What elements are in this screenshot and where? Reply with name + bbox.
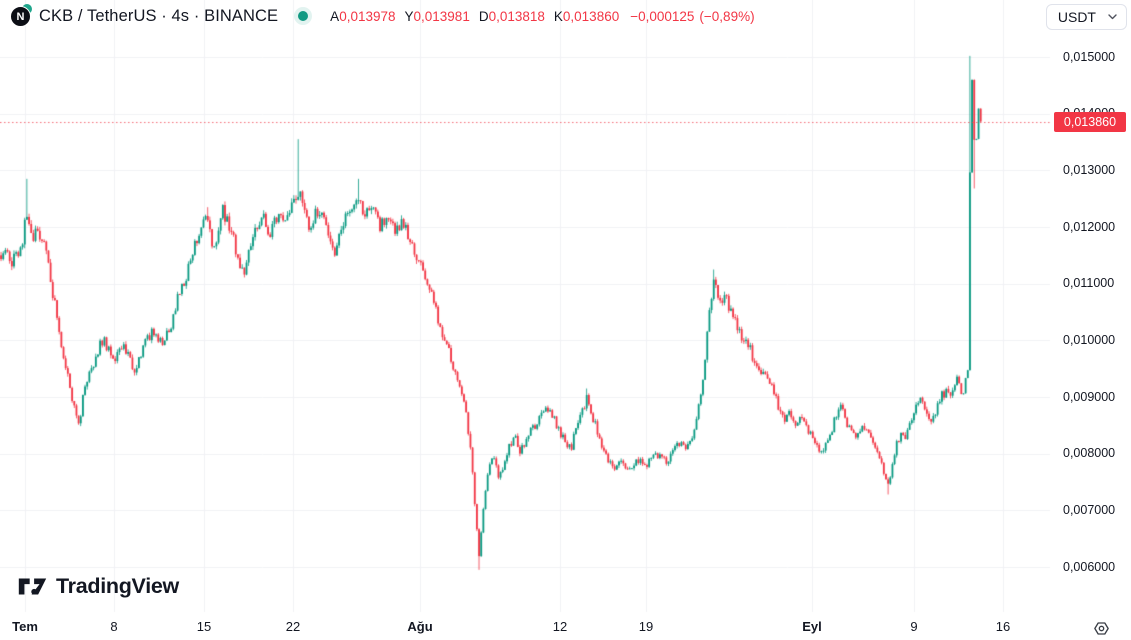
chart-legend: N CKB / TetherUS · 4s · BINANCE A 0,01397…	[10, 4, 755, 27]
time-tick-label: 9	[910, 619, 918, 634]
tradingview-logo[interactable]: TradingView	[18, 574, 179, 599]
open-value: A 0,013978	[330, 8, 396, 24]
currency-dropdown[interactable]: USDT	[1045, 4, 1127, 30]
time-tick-label: 22	[285, 619, 301, 634]
high-value: Y 0,013981	[404, 8, 470, 24]
price-change: −0,000125 (−0,89%)	[630, 8, 755, 24]
price-tick-label: 0,012000	[1063, 219, 1116, 234]
price-tick-label: 0,008000	[1063, 446, 1116, 461]
time-axis-settings-icon[interactable]	[1090, 617, 1112, 639]
time-tick-label: Ağu	[407, 619, 433, 634]
symbol-logo-icon: N	[10, 4, 32, 27]
price-scale[interactable]: 0,013860 0,0150000,0140000,0130000,01200…	[1050, 0, 1131, 612]
time-tick-label: 19	[638, 619, 654, 634]
price-tick-label: 0,007000	[1063, 502, 1116, 517]
price-tick-label: 0,009000	[1063, 389, 1116, 404]
time-tick-label: Eyl	[802, 619, 822, 634]
low-value: D 0,013818	[478, 8, 545, 24]
ohlc-values: A 0,013978 Y 0,013981 D 0,013818 K 0,013860	[330, 9, 628, 24]
current-price-label: 0,013860	[1054, 111, 1126, 132]
time-scale[interactable]: Tem 8 15 22 Ağu 12 19 Eyl 9 16	[0, 612, 1050, 640]
price-tick-label: 0,015000	[1063, 49, 1116, 64]
symbol-title[interactable]: CKB / TetherUS · 4s · BINANCE	[39, 6, 279, 25]
time-tick-label: 15	[196, 619, 212, 634]
price-tick-label: 0,013000	[1063, 162, 1116, 177]
market-status-icon[interactable]	[298, 11, 309, 21]
tradingview-mark-icon	[18, 578, 47, 595]
time-tick-label: 8	[110, 619, 118, 634]
price-tick-label: 0,010000	[1063, 332, 1116, 347]
tradingview-wordmark: TradingView	[56, 574, 179, 598]
price-tick-label: 0,006000	[1063, 559, 1116, 574]
time-tick-label: Tem	[12, 619, 38, 634]
price-tick-label: 0,011000	[1063, 276, 1115, 291]
close-value: K 0,013860	[553, 8, 620, 24]
chevron-down-icon	[1108, 14, 1117, 20]
time-tick-label: 12	[552, 619, 568, 634]
time-tick-label: 16	[995, 619, 1011, 634]
currency-dropdown-label: USDT	[1057, 9, 1096, 25]
